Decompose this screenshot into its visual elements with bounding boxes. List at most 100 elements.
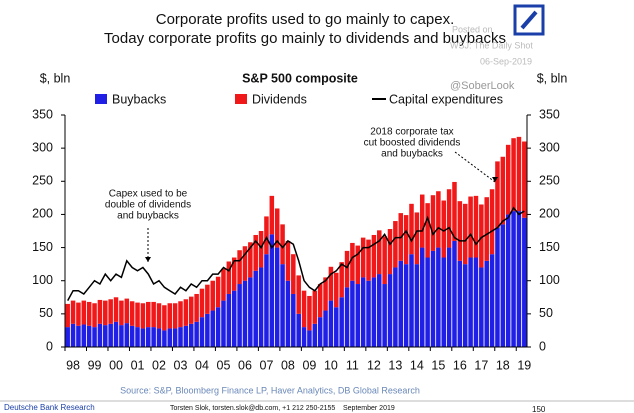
- bar: [387, 274, 393, 347]
- bar: [323, 277, 328, 311]
- bar: [65, 327, 70, 347]
- x-tick-label: 03: [174, 358, 188, 372]
- y2-tick-label: 0: [539, 339, 546, 353]
- bar: [70, 300, 76, 324]
- bar: [371, 277, 377, 347]
- bar: [317, 284, 323, 318]
- bar: [425, 203, 430, 258]
- x-tick-label: 98: [66, 358, 80, 372]
- bar: [97, 299, 103, 324]
- bar: [248, 277, 253, 347]
- bar: [495, 161, 500, 228]
- bar: [301, 290, 307, 328]
- x-tick-label: 99: [88, 358, 102, 372]
- bar: [489, 189, 495, 255]
- bar: [328, 300, 334, 347]
- bar: [205, 313, 210, 347]
- bar: [296, 313, 301, 347]
- bar: [215, 276, 221, 308]
- bar: [323, 310, 328, 347]
- bar: [457, 260, 463, 347]
- bar: [188, 296, 194, 324]
- bar: [248, 242, 253, 278]
- bar: [156, 328, 162, 347]
- annotation: 2018 corporate tax: [370, 127, 453, 138]
- x-tick-label: 17: [474, 358, 488, 372]
- bar: [178, 301, 183, 328]
- legend-label: Capital expenditures: [389, 92, 503, 106]
- bar: [183, 325, 189, 347]
- footer: September 2019: [343, 405, 395, 412]
- watermark: Posted on: [452, 24, 493, 34]
- bar: [140, 303, 146, 329]
- y2-tick-label: 200: [539, 207, 560, 221]
- footer: Deutsche Bank Research: [4, 403, 95, 412]
- annotation-arrow: [454, 151, 496, 183]
- bar: [86, 325, 92, 347]
- bar: [199, 317, 205, 347]
- bar: [264, 254, 269, 347]
- annotation: and buybacks: [117, 211, 179, 222]
- bar: [479, 204, 484, 268]
- bar: [339, 297, 344, 347]
- source: Source: S&P, Bloomberg Finance LP, Haver…: [120, 385, 420, 395]
- y2-tick-label: 100: [539, 273, 560, 287]
- annotation: Capex used to be: [109, 189, 188, 200]
- bar: [231, 257, 237, 291]
- bar: [129, 301, 135, 326]
- bar: [129, 325, 135, 347]
- bar: [280, 264, 285, 347]
- bar: [162, 330, 167, 347]
- bar: [446, 189, 452, 248]
- bar: [382, 236, 387, 285]
- bar: [188, 323, 194, 347]
- bar: [516, 211, 522, 347]
- annotation: and buybacks: [381, 149, 443, 160]
- bar: [307, 295, 312, 331]
- x-tick-label: 14: [410, 358, 424, 372]
- bar: [430, 250, 436, 347]
- bar: [178, 327, 183, 347]
- bar: [140, 328, 146, 347]
- bar: [113, 297, 119, 322]
- bar: [436, 247, 441, 347]
- bar: [339, 262, 344, 298]
- bar: [377, 274, 382, 347]
- y-label: $, bln: [40, 71, 71, 85]
- bar: [355, 284, 361, 347]
- bar: [500, 156, 506, 225]
- logo-slash: [520, 10, 538, 30]
- x-tick-label: 13: [388, 358, 402, 372]
- bar: [76, 302, 81, 326]
- x-tick-label: 08: [281, 358, 295, 372]
- x-tick-label: 12: [367, 358, 381, 372]
- bar: [183, 299, 189, 326]
- annotation: cut boosted dividends: [364, 138, 461, 149]
- bar: [377, 230, 382, 275]
- y-tick-label: 50: [39, 306, 53, 320]
- bar: [108, 299, 113, 324]
- handle: @SoberLook: [450, 80, 515, 92]
- bar: [237, 284, 242, 347]
- bar: [516, 136, 522, 212]
- x-tick-label: 02: [152, 358, 166, 372]
- y2-tick-label: 300: [539, 140, 560, 154]
- x-tick-label: 11: [346, 358, 359, 372]
- watermark: WSJ: The Daily Shot: [450, 40, 533, 50]
- bar: [479, 267, 484, 347]
- bar: [291, 254, 296, 294]
- bar: [522, 217, 527, 347]
- bar: [146, 327, 151, 347]
- bar: [258, 231, 264, 268]
- bar: [215, 307, 221, 347]
- bar: [167, 303, 173, 329]
- bar: [473, 257, 479, 347]
- bar: [226, 261, 232, 294]
- bar: [500, 224, 506, 347]
- y-tick-label: 350: [32, 107, 53, 121]
- bar: [495, 227, 500, 347]
- y2-tick-label: 150: [539, 240, 560, 254]
- bar: [124, 323, 130, 347]
- bar: [97, 323, 103, 347]
- bar: [103, 300, 108, 326]
